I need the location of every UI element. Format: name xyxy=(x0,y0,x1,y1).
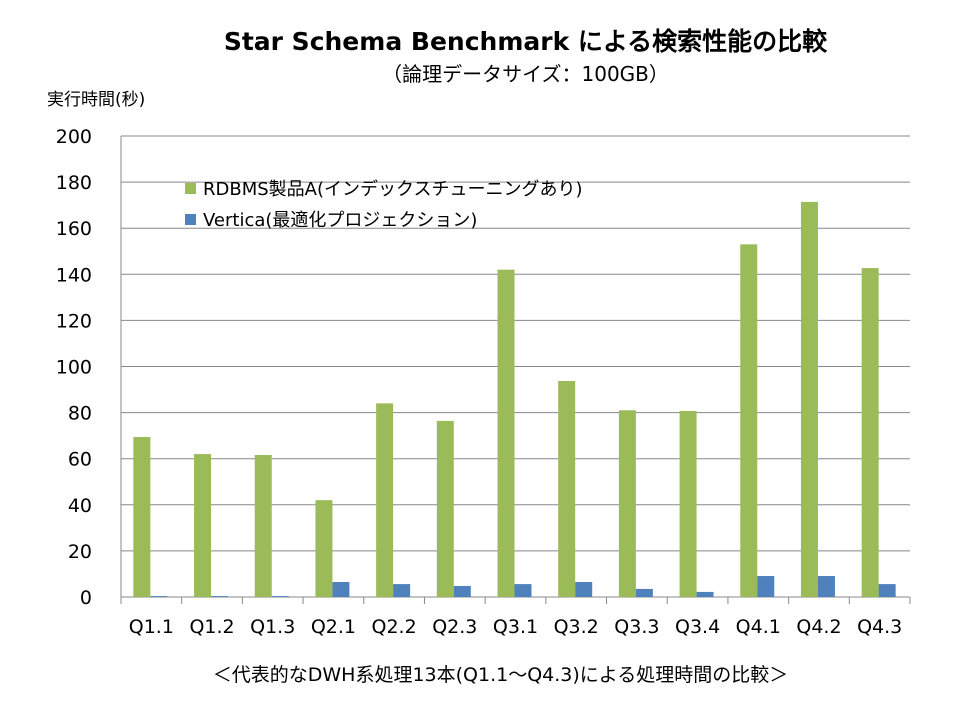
legend-swatch xyxy=(185,183,196,194)
bar-vertica-Q2.3 xyxy=(453,585,471,597)
y-tick-label: 180 xyxy=(56,172,92,194)
bar-vertica-Q3.2 xyxy=(575,582,593,597)
bar-vertica-Q2.1 xyxy=(332,582,350,597)
y-tick-label: 120 xyxy=(56,310,92,332)
x-tick-label: Q2.3 xyxy=(432,616,477,638)
x-tick-label: Q2.2 xyxy=(372,616,417,638)
bar-vertica-Q3.1 xyxy=(514,584,532,597)
bar-vertica-Q3.3 xyxy=(635,588,653,597)
bar-rdbms-Q3.1 xyxy=(497,269,515,597)
legend-label: RDBMS製品A(インデックスチューニングあり) xyxy=(203,179,583,200)
x-tick-label: Q4.1 xyxy=(736,616,781,638)
y-tick-label: 0 xyxy=(80,587,92,609)
chart-title: Star Schema Benchmark による検索性能の比較 xyxy=(223,27,828,56)
bar-rdbms-Q2.3 xyxy=(436,420,454,597)
x-tick-label: Q1.2 xyxy=(189,616,234,638)
bar-rdbms-Q1.2 xyxy=(194,454,212,597)
y-tick-label: 80 xyxy=(68,403,92,425)
bar-rdbms-Q3.4 xyxy=(679,410,697,597)
legend-label: Vertica(最適化プロジェクション) xyxy=(203,210,477,231)
bar-rdbms-Q1.3 xyxy=(254,455,272,597)
y-tick-label: 40 xyxy=(68,495,92,517)
x-tick-label: Q3.1 xyxy=(493,616,538,638)
x-tick-label: Q1.1 xyxy=(129,616,174,638)
bar-vertica-Q1.1 xyxy=(150,596,168,597)
bar-vertica-Q4.1 xyxy=(757,576,775,597)
bar-rdbms-Q3.2 xyxy=(558,381,576,597)
bar-rdbms-Q4.3 xyxy=(861,268,879,597)
y-tick-label: 60 xyxy=(68,449,92,471)
y-tick-label: 160 xyxy=(56,218,92,240)
x-tick-label: Q2.1 xyxy=(311,616,356,638)
bar-rdbms-Q1.1 xyxy=(133,437,151,597)
x-axis-caption: ＜代表的なDWH系処理13本(Q1.1～Q4.3)による処理時間の比較＞ xyxy=(212,664,789,686)
bar-vertica-Q4.2 xyxy=(817,576,835,597)
y-tick-label: 140 xyxy=(56,264,92,286)
bar-rdbms-Q2.1 xyxy=(315,500,333,597)
x-tick-label: Q3.2 xyxy=(554,616,599,638)
x-tick-label: Q4.2 xyxy=(796,616,841,638)
y-tick-label: 200 xyxy=(56,126,92,148)
bar-vertica-Q1.2 xyxy=(211,596,229,597)
bar-rdbms-Q4.2 xyxy=(800,201,818,597)
y-axis-label: 実行時間(秒) xyxy=(47,90,146,110)
legend-swatch xyxy=(185,214,196,225)
bar-vertica-Q1.3 xyxy=(271,596,289,597)
x-tick-label: Q3.3 xyxy=(614,616,659,638)
bar-vertica-Q3.4 xyxy=(696,591,714,597)
y-tick-label: 100 xyxy=(56,357,92,379)
bar-vertica-Q2.2 xyxy=(393,584,411,597)
bar-rdbms-Q3.3 xyxy=(618,410,636,597)
bar-vertica-Q4.3 xyxy=(878,584,896,597)
chart-subtitle: （論理データサイズ：100GB） xyxy=(382,62,669,86)
x-tick-label: Q3.4 xyxy=(675,616,720,638)
x-tick-label: Q1.3 xyxy=(250,616,295,638)
x-tick-label: Q4.3 xyxy=(857,616,902,638)
y-tick-label: 20 xyxy=(68,541,92,563)
bar-rdbms-Q2.2 xyxy=(376,403,394,597)
bar-rdbms-Q4.1 xyxy=(740,244,758,597)
